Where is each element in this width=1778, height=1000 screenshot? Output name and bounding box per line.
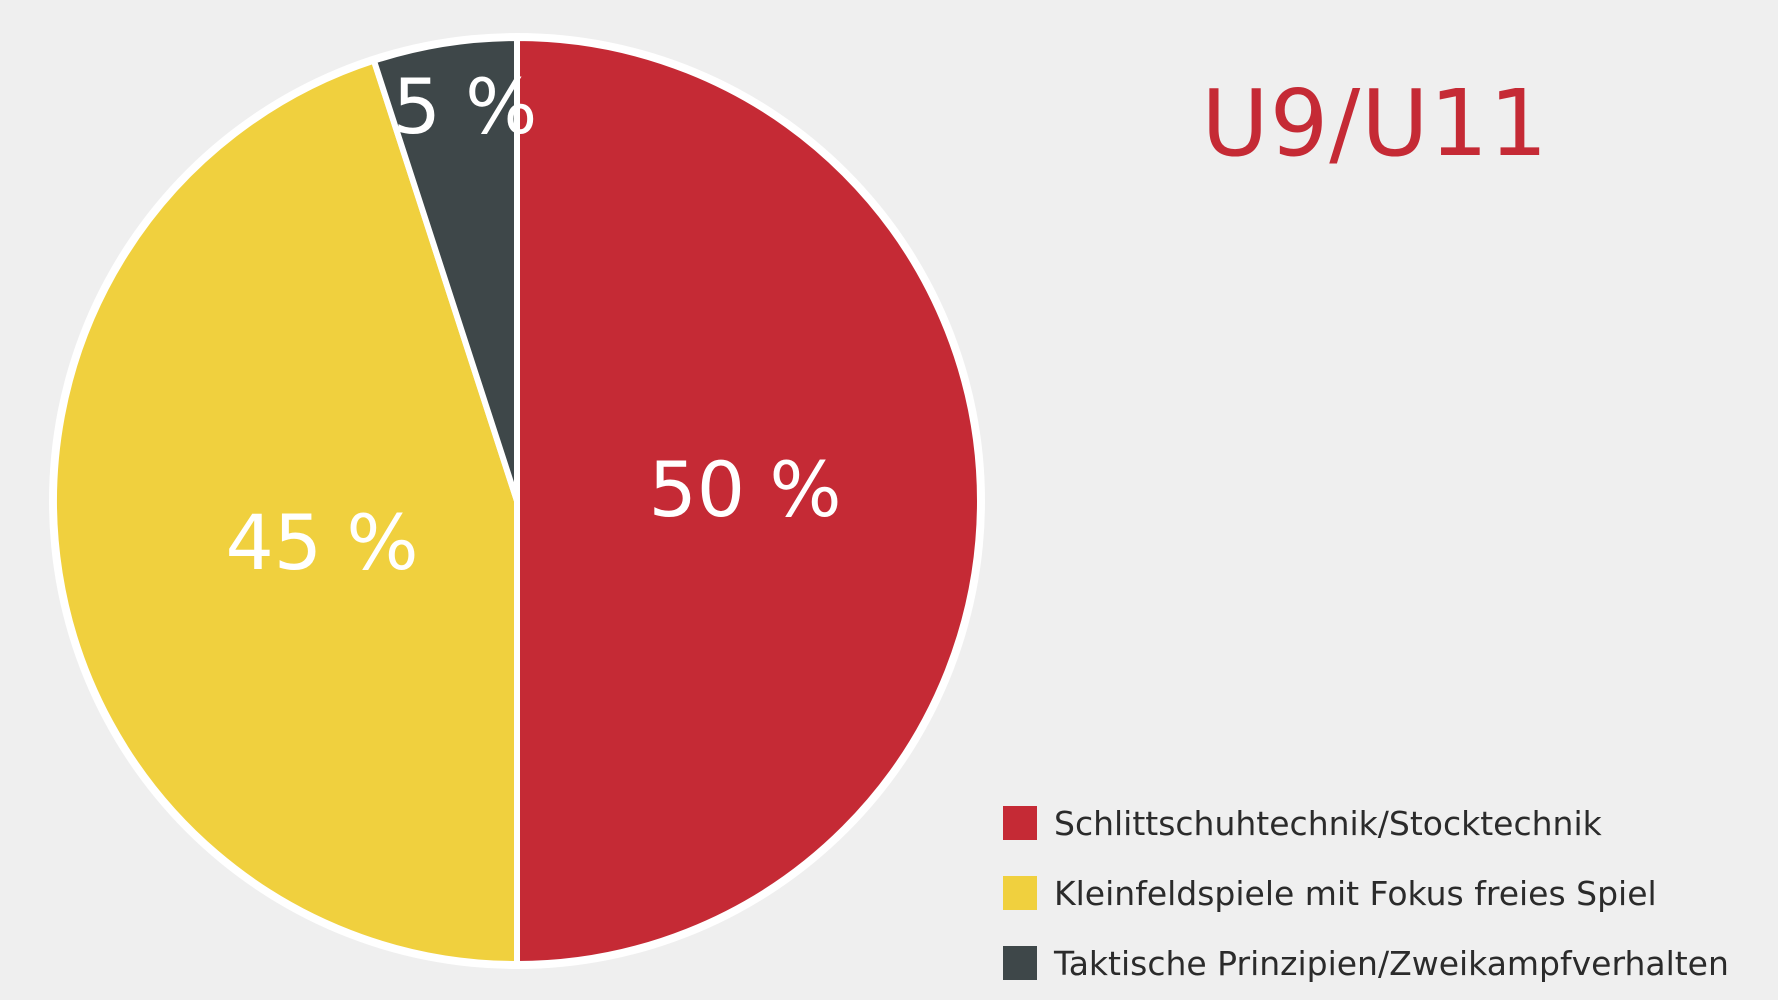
pie-slice bbox=[370, 35, 520, 504]
legend-swatch bbox=[1003, 806, 1037, 840]
slice-value-label: 50 % bbox=[648, 445, 841, 534]
legend-swatch bbox=[1003, 946, 1037, 980]
legend-item: Kleinfeldspiele mit Fokus freies Spiel bbox=[1003, 858, 1729, 928]
legend: Schlittschuhtechnik/Stocktechnik Kleinfe… bbox=[1003, 788, 1729, 998]
slice-value-label: 5 % bbox=[393, 62, 538, 151]
legend-label: Kleinfeldspiele mit Fokus freies Spiel bbox=[1054, 873, 1657, 913]
pie-slice bbox=[51, 57, 520, 967]
slice-value-label: 45 % bbox=[225, 498, 418, 587]
legend-label: Schlittschuhtechnik/Stocktechnik bbox=[1054, 803, 1602, 843]
pie-slice bbox=[514, 35, 983, 967]
chart-title: U9/U11 bbox=[1201, 70, 1549, 177]
legend-item: Schlittschuhtechnik/Stocktechnik bbox=[1003, 788, 1729, 858]
legend-swatch bbox=[1003, 876, 1037, 910]
legend-item: Taktische Prinzipien/Zweikampfverhalten bbox=[1003, 928, 1729, 998]
legend-label: Taktische Prinzipien/Zweikampfverhalten bbox=[1054, 943, 1729, 983]
